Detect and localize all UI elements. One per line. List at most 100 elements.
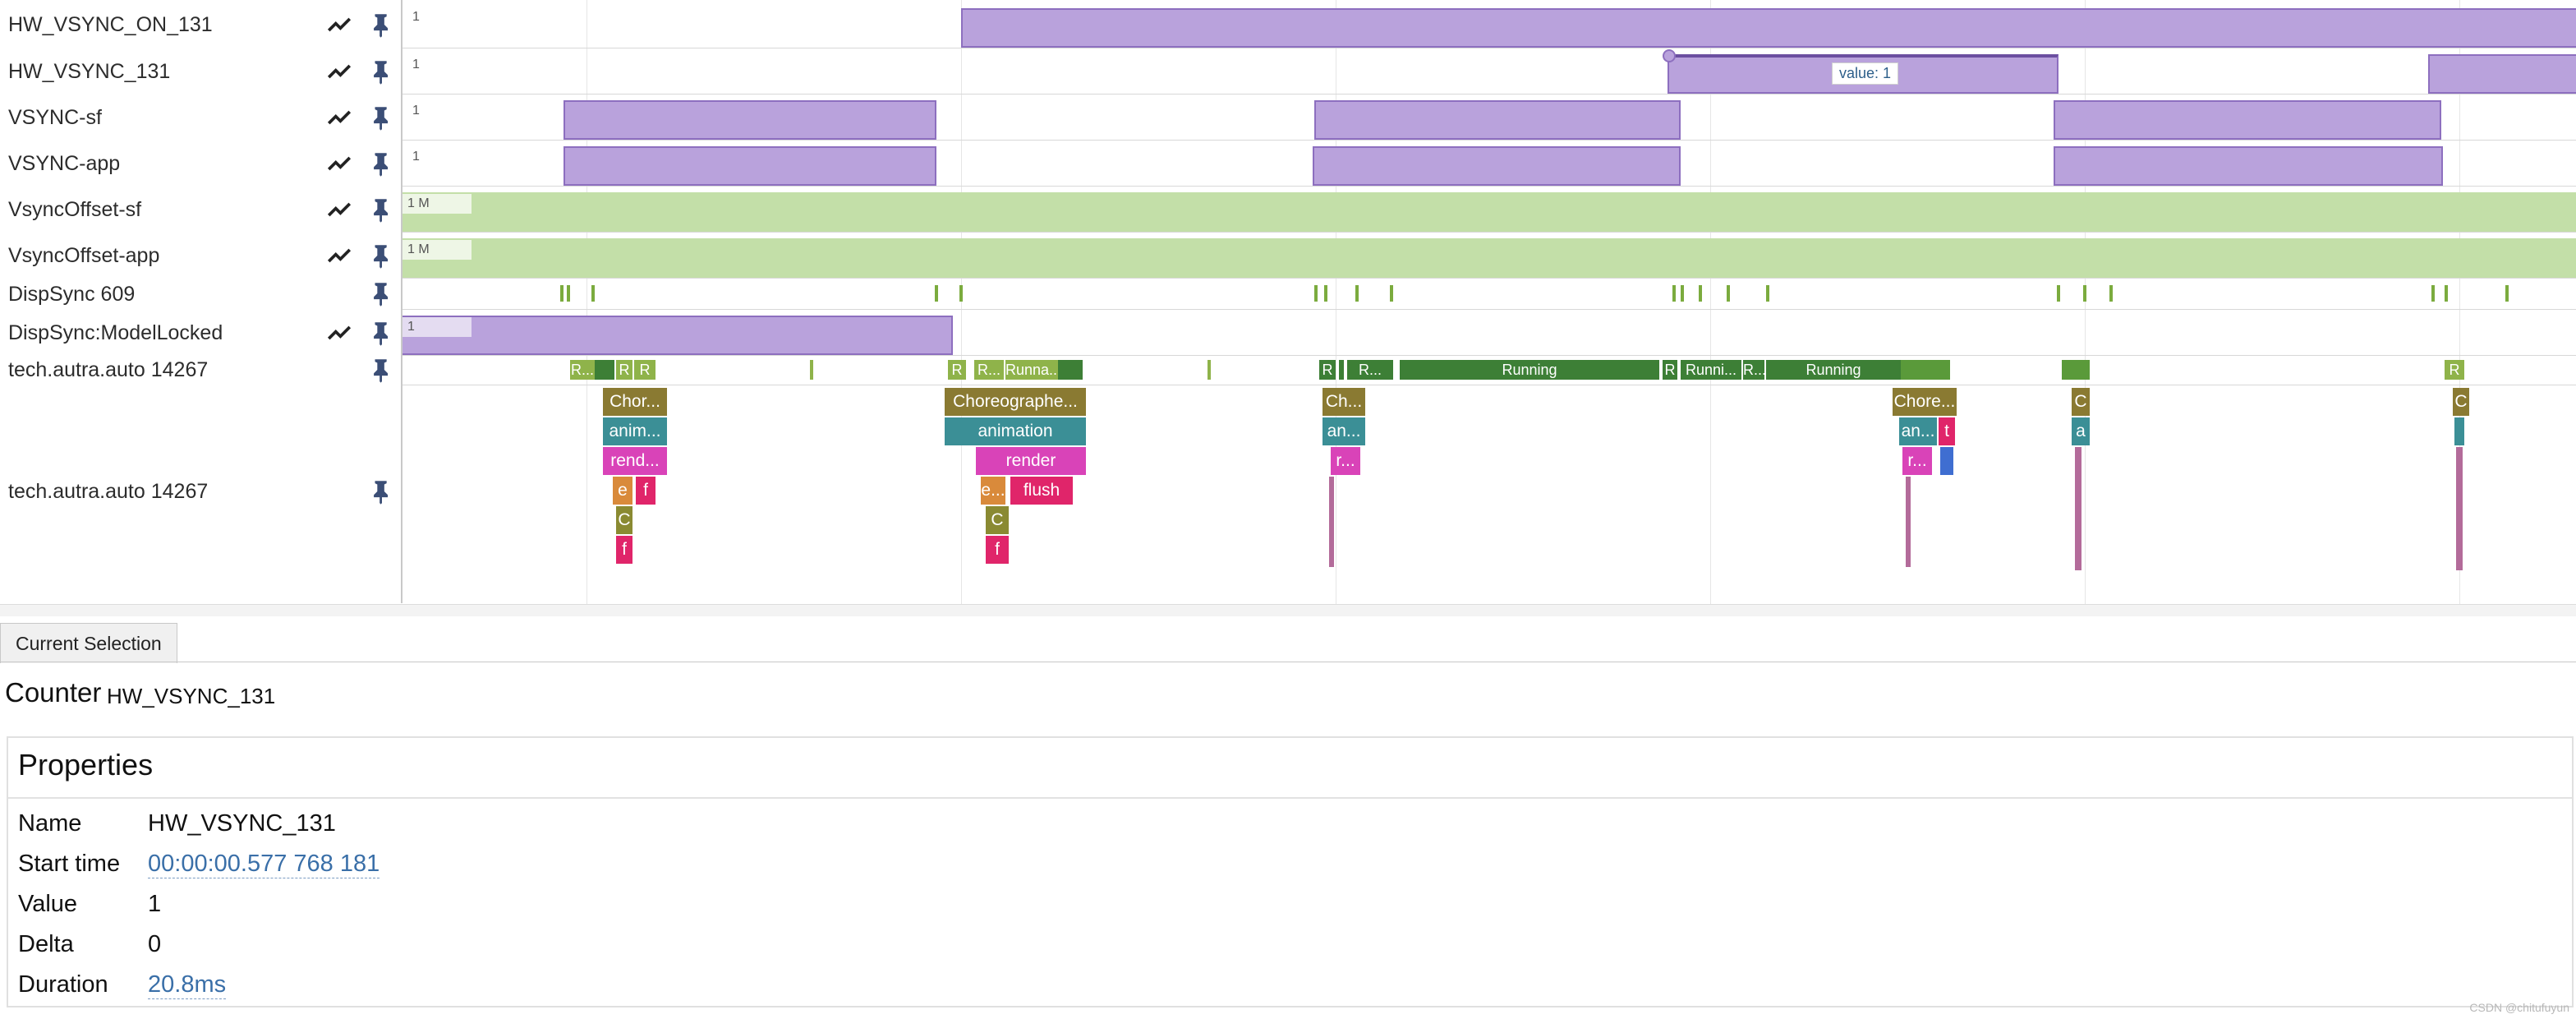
slice-animation[interactable]: animation (945, 417, 1086, 445)
slice-e[interactable]: e... (981, 477, 1005, 505)
sync-tick (1766, 285, 1769, 302)
track-vsync-offset-app[interactable]: VsyncOffset-app 1 M (0, 232, 2576, 279)
slice-c[interactable]: C (986, 506, 1009, 534)
track-vsync-app[interactable]: VSYNC-app 1 (0, 140, 2576, 187)
slice-choreographer[interactable]: Ch... (1322, 388, 1365, 416)
offset-area[interactable] (402, 192, 2576, 232)
counter-bar[interactable] (564, 146, 936, 186)
prop-value-name: HW_VSYNC_131 (148, 810, 336, 837)
track-hw-vsync-on[interactable]: HW_VSYNC_ON_131 1 (0, 0, 2576, 48)
slice-render[interactable]: r... (1902, 447, 1932, 475)
thread-state-running[interactable] (595, 360, 614, 380)
track-vsync-sf[interactable]: VSYNC-sf 1 (0, 94, 2576, 141)
slice-choreographer[interactable]: Chore... (1893, 388, 1957, 416)
slice-t[interactable]: t (1939, 417, 1955, 445)
slice-choreographer[interactable]: Chor... (603, 388, 667, 416)
pin-icon[interactable] (368, 279, 396, 307)
slice-render[interactable]: rend... (603, 447, 667, 475)
thread-state[interactable]: R (616, 360, 632, 380)
thread-state[interactable]: Runni... (1681, 360, 1741, 380)
offset-area[interactable] (402, 238, 2576, 278)
thread-state-running[interactable] (1058, 360, 1083, 380)
thread-state-running[interactable] (1901, 360, 1950, 380)
slice-animation[interactable]: anim... (603, 417, 667, 445)
slice-unnamed[interactable] (1940, 447, 1953, 475)
track-model-locked[interactable]: DispSync:ModelLocked 1 (0, 309, 2576, 356)
slice-animation[interactable] (2454, 417, 2464, 445)
thread-state[interactable]: R (1663, 360, 1677, 380)
value-label: 1 (412, 104, 420, 118)
pin-icon[interactable] (368, 11, 396, 39)
pin-icon[interactable] (368, 477, 396, 505)
counter-bar[interactable] (1313, 146, 1681, 186)
line-chart-icon[interactable] (325, 242, 353, 270)
slice-e[interactable]: e (613, 477, 632, 505)
line-chart-icon[interactable] (325, 150, 353, 178)
slice-flush[interactable]: f (636, 477, 656, 505)
slice-choreographer[interactable]: C (2453, 388, 2469, 416)
grid-line (2459, 0, 2460, 604)
thread-state[interactable]: R (634, 360, 656, 380)
slice-choreographer[interactable]: C (2072, 388, 2090, 416)
line-chart-icon[interactable] (325, 58, 353, 85)
counter-bar[interactable] (2054, 146, 2443, 186)
line-chart-icon[interactable] (325, 319, 353, 347)
watermark: CSDN @chitufuyun (2469, 1001, 2569, 1014)
counter-bar[interactable] (2054, 100, 2441, 140)
slice-f[interactable]: f (986, 536, 1009, 564)
line-chart-icon[interactable] (325, 104, 353, 131)
thread-tick[interactable] (810, 360, 813, 380)
value-label: 1 (402, 317, 472, 337)
thread-state[interactable]: R... (1743, 360, 1764, 380)
counter-bar[interactable] (961, 8, 2576, 48)
prop-value-start-time-link[interactable]: 00:00:00.577 768 181 (148, 851, 380, 878)
value-label: 1 (412, 10, 420, 24)
pin-icon[interactable] (368, 242, 396, 270)
thread-tick[interactable] (1208, 360, 1211, 380)
thread-state[interactable]: R (948, 360, 966, 380)
slice-animation[interactable]: an... (1899, 417, 1937, 445)
sync-tick (935, 285, 938, 302)
slice-render[interactable]: render (976, 447, 1086, 475)
sync-tick (591, 285, 595, 302)
pin-icon[interactable] (368, 196, 396, 224)
pin-icon[interactable] (368, 104, 396, 131)
counter-bar[interactable] (402, 316, 953, 355)
track-dispsync[interactable]: DispSync 609 (0, 278, 2576, 310)
line-chart-icon[interactable] (325, 11, 353, 39)
counter-bar[interactable] (2428, 54, 2576, 94)
counter-bar[interactable] (1314, 100, 1681, 140)
thread-state[interactable]: Running (1766, 360, 1901, 380)
thread-state-running[interactable] (2062, 360, 2090, 380)
thread-state[interactable]: R... (1347, 360, 1393, 380)
track-slices[interactable]: tech.autra.auto 14267 Chor... anim... re… (0, 385, 2576, 603)
slice-flush[interactable]: flush (1010, 477, 1073, 505)
pin-icon[interactable] (368, 58, 396, 85)
slice-render[interactable]: r... (1331, 447, 1360, 475)
thread-state[interactable]: R (2445, 360, 2464, 380)
slice-animation[interactable]: an... (1322, 417, 1365, 445)
track-hw-vsync[interactable]: HW_VSYNC_131 1 value: 1 (0, 48, 2576, 95)
slice-c[interactable]: C (616, 506, 632, 534)
thread-state[interactable]: R (1319, 360, 1336, 380)
horizontal-scroll-strip[interactable] (0, 604, 2576, 617)
thread-state[interactable]: Runna... (1005, 360, 1058, 380)
pin-icon[interactable] (368, 150, 396, 178)
pin-icon[interactable] (368, 319, 396, 347)
tab-current-selection[interactable]: Current Selection (0, 623, 177, 663)
line-chart-icon[interactable] (325, 196, 353, 224)
track-vsync-offset-sf[interactable]: VsyncOffset-sf 1 M (0, 186, 2576, 233)
slice-choreographer[interactable]: Choreographe... (945, 388, 1086, 416)
counter-bar[interactable] (564, 100, 936, 140)
thread-state[interactable]: Running (1400, 360, 1659, 380)
pin-icon[interactable] (368, 356, 396, 384)
thread-state-running[interactable] (1339, 360, 1344, 380)
thread-state[interactable]: R... (974, 360, 1004, 380)
slice-animation[interactable]: a (2072, 417, 2090, 445)
slice-f[interactable]: f (616, 536, 632, 564)
prop-value-duration-link[interactable]: 20.8ms (148, 971, 227, 999)
track-thread-state[interactable]: tech.autra.auto 14267 R... R R R R... Ru… (0, 355, 2576, 385)
thread-state[interactable]: R... (570, 360, 595, 380)
sync-tick (1390, 285, 1393, 302)
track-name: DispSync:ModelLocked (8, 321, 223, 344)
